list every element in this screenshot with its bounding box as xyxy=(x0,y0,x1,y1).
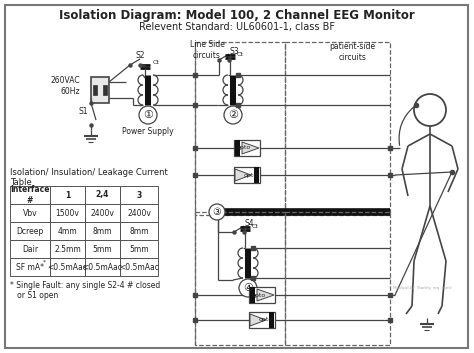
Text: ①: ① xyxy=(143,110,153,120)
Text: S3: S3 xyxy=(229,47,239,55)
Bar xyxy=(120,258,158,276)
Text: Ct: Ct xyxy=(153,60,160,66)
Text: Relevent Standard: UL60601-1, class BF: Relevent Standard: UL60601-1, class BF xyxy=(139,22,335,32)
Text: Isolation/ Insulation/ Leakage Current
Table: Isolation/ Insulation/ Leakage Current T… xyxy=(10,168,168,187)
Text: Dcreep: Dcreep xyxy=(17,227,44,235)
Text: 8mm: 8mm xyxy=(93,227,112,235)
Bar xyxy=(10,186,50,204)
Text: <0.5mAac: <0.5mAac xyxy=(119,263,159,271)
Bar xyxy=(85,222,120,240)
Text: 2.5mm: 2.5mm xyxy=(54,245,81,253)
Circle shape xyxy=(139,106,157,124)
Text: SF mA*: SF mA* xyxy=(16,263,44,271)
Bar xyxy=(50,204,85,222)
Text: 2400v: 2400v xyxy=(91,209,114,217)
Bar xyxy=(195,42,285,215)
Polygon shape xyxy=(257,289,274,301)
Bar xyxy=(10,222,50,240)
Bar xyxy=(10,204,50,222)
Circle shape xyxy=(414,94,446,126)
Bar xyxy=(234,140,260,156)
Text: ④: ④ xyxy=(243,283,253,293)
Bar xyxy=(249,287,275,303)
Circle shape xyxy=(209,204,225,220)
Text: Interface
#: Interface # xyxy=(10,185,50,205)
Polygon shape xyxy=(235,169,251,181)
Text: S4: S4 xyxy=(244,219,254,227)
Text: S1: S1 xyxy=(78,107,88,115)
Text: *: * xyxy=(43,259,46,264)
Text: 260VAC
60Hz: 260VAC 60Hz xyxy=(50,76,80,96)
Bar xyxy=(249,312,275,328)
Polygon shape xyxy=(250,314,266,326)
Bar xyxy=(93,85,97,95)
Text: opto: opto xyxy=(244,173,258,178)
Bar xyxy=(85,204,120,222)
Text: 5mm: 5mm xyxy=(129,245,149,253)
Text: Ct: Ct xyxy=(237,52,244,56)
Text: ③: ③ xyxy=(213,207,221,217)
Circle shape xyxy=(239,279,257,297)
Bar xyxy=(50,240,85,258)
Bar xyxy=(103,85,107,95)
Bar xyxy=(254,167,259,183)
Text: * Single Fault: any single S2-4 # closed
   or S1 open: * Single Fault: any single S2-4 # closed… xyxy=(10,281,160,300)
Bar xyxy=(120,204,158,222)
Text: 3: 3 xyxy=(137,191,142,199)
Bar xyxy=(10,258,50,276)
Text: opto: opto xyxy=(259,317,273,323)
Bar xyxy=(285,212,390,345)
Bar xyxy=(50,186,85,204)
Text: Vbv: Vbv xyxy=(23,209,37,217)
Text: patient-side
circuits: patient-side circuits xyxy=(329,42,375,62)
Text: Dair: Dair xyxy=(22,245,38,253)
Text: Isolation Diagram: Model 100, 2 Channel EEG Monitor: Isolation Diagram: Model 100, 2 Channel … xyxy=(59,10,415,23)
Bar xyxy=(195,212,285,345)
Text: Ct: Ct xyxy=(252,223,259,228)
Bar xyxy=(120,186,158,204)
Text: Line Side
circuits: Line Side circuits xyxy=(190,40,224,60)
Text: 5mm: 5mm xyxy=(93,245,112,253)
Text: 1: 1 xyxy=(65,191,70,199)
Text: 2,4: 2,4 xyxy=(96,191,109,199)
Text: 4mm: 4mm xyxy=(58,227,77,235)
Text: S2: S2 xyxy=(135,52,145,60)
Bar xyxy=(235,140,240,156)
Text: <0.5mAac: <0.5mAac xyxy=(82,263,122,271)
Text: 1500v: 1500v xyxy=(55,209,80,217)
Bar xyxy=(50,222,85,240)
Bar xyxy=(250,287,255,303)
Text: opto: opto xyxy=(252,293,266,298)
Text: 8mm: 8mm xyxy=(129,227,149,235)
Text: Medical-BF (Safety req. met): Medical-BF (Safety req. met) xyxy=(392,286,451,290)
Bar xyxy=(234,167,260,183)
Bar xyxy=(85,240,120,258)
Bar xyxy=(120,240,158,258)
Bar xyxy=(91,77,109,103)
Bar xyxy=(120,222,158,240)
Polygon shape xyxy=(242,142,259,154)
Text: opto: opto xyxy=(237,145,251,150)
Circle shape xyxy=(224,106,242,124)
Text: <0.5mAac: <0.5mAac xyxy=(47,263,87,271)
Bar xyxy=(285,42,390,215)
Bar xyxy=(85,258,120,276)
Bar xyxy=(50,258,85,276)
Text: 2400v: 2400v xyxy=(127,209,151,217)
Bar xyxy=(269,312,274,328)
Bar xyxy=(85,186,120,204)
Text: Power Supply: Power Supply xyxy=(122,127,174,137)
Text: ②: ② xyxy=(228,110,238,120)
Bar xyxy=(10,240,50,258)
